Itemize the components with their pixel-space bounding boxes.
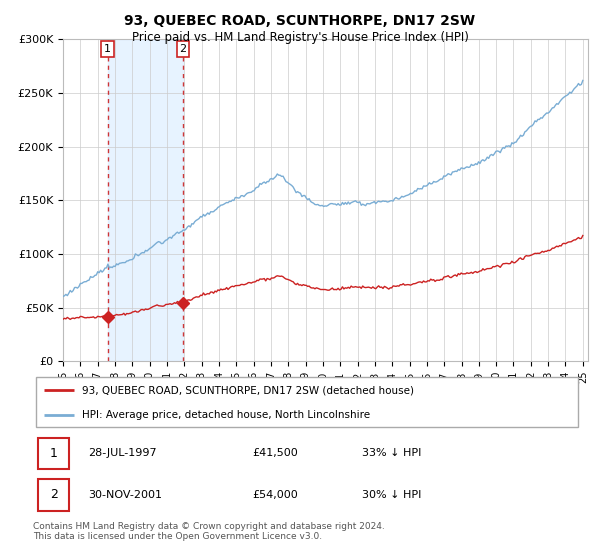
FancyBboxPatch shape xyxy=(38,437,68,469)
Text: 30-NOV-2001: 30-NOV-2001 xyxy=(88,490,162,500)
Text: 28-JUL-1997: 28-JUL-1997 xyxy=(88,449,157,458)
Text: 1: 1 xyxy=(50,447,58,460)
Text: 33% ↓ HPI: 33% ↓ HPI xyxy=(362,449,422,458)
Text: HPI: Average price, detached house, North Lincolnshire: HPI: Average price, detached house, Nort… xyxy=(82,410,371,420)
Text: 30% ↓ HPI: 30% ↓ HPI xyxy=(362,490,422,500)
Text: 2: 2 xyxy=(179,44,187,54)
FancyBboxPatch shape xyxy=(38,479,68,511)
Text: 93, QUEBEC ROAD, SCUNTHORPE, DN17 2SW (detached house): 93, QUEBEC ROAD, SCUNTHORPE, DN17 2SW (d… xyxy=(82,385,415,395)
Text: Price paid vs. HM Land Registry's House Price Index (HPI): Price paid vs. HM Land Registry's House … xyxy=(131,31,469,44)
Bar xyxy=(107,39,183,361)
Text: £54,000: £54,000 xyxy=(253,490,298,500)
FancyBboxPatch shape xyxy=(36,377,578,427)
Text: 1: 1 xyxy=(104,44,111,54)
Text: £41,500: £41,500 xyxy=(253,449,298,458)
Text: 2: 2 xyxy=(50,488,58,501)
Text: 93, QUEBEC ROAD, SCUNTHORPE, DN17 2SW: 93, QUEBEC ROAD, SCUNTHORPE, DN17 2SW xyxy=(124,14,476,28)
Text: Contains HM Land Registry data © Crown copyright and database right 2024.
This d: Contains HM Land Registry data © Crown c… xyxy=(33,522,385,542)
